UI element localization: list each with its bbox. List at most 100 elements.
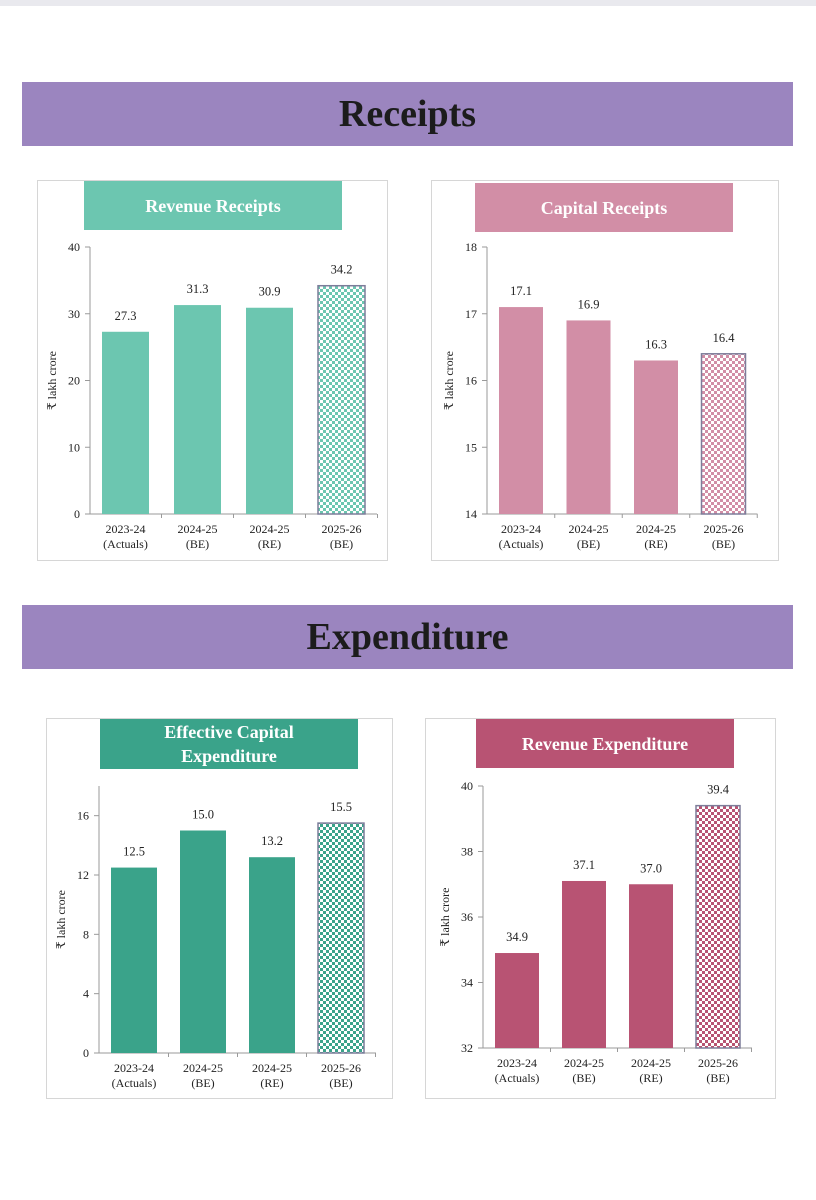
x-category-label: 2025-26 (322, 522, 362, 536)
x-category-label: 2024-25 (252, 1061, 292, 1075)
x-category-label: 2024-25 (178, 522, 218, 536)
x-category-label: 2024-25 (183, 1061, 223, 1075)
expenditure-section-title: Expenditure (306, 616, 509, 658)
bar (495, 953, 539, 1048)
y-tick-label: 15 (465, 440, 477, 454)
bar-value-label: 16.4 (713, 331, 736, 345)
bar-value-label: 13.2 (261, 834, 283, 848)
bar-value-label: 37.1 (573, 858, 595, 872)
y-tick-label: 18 (465, 240, 477, 254)
y-tick-label: 16 (77, 809, 89, 823)
y-tick-label: 14 (465, 507, 477, 521)
y-axis-label: ₹ lakh crore (442, 351, 456, 410)
bar-value-label: 39.4 (707, 783, 730, 797)
y-tick-label: 20 (68, 374, 80, 388)
x-category-sublabel: (RE) (639, 1071, 662, 1085)
bar (629, 884, 673, 1048)
effective-capital-expenditure-chart: 0 4 8 12 16 ₹ lakh crore 12.5 2023-24(Actuals) 1… (54, 786, 376, 1090)
x-category-sublabel: (BE) (186, 537, 209, 551)
y-axis-label: ₹ lakh crore (54, 890, 68, 949)
bar-value-label: 15.5 (330, 800, 352, 814)
x-category-sublabel: (Actuals) (499, 537, 544, 551)
bar (249, 857, 295, 1053)
y-tick-label: 38 (461, 845, 473, 859)
x-category-label: 2023-24 (106, 522, 146, 536)
x-category-sublabel: (RE) (258, 537, 281, 551)
receipts-section-title: Receipts (338, 93, 477, 135)
revenue-expenditure-chart: 32 34 36 38 40 ₹ lakh crore 34.9 2023-24(Actual… (438, 779, 752, 1085)
bar (634, 360, 678, 514)
x-category-label: 2025-26 (698, 1056, 738, 1070)
bar (102, 331, 149, 514)
y-tick-label: 17 (465, 307, 477, 321)
y-tick-label: 36 (461, 910, 473, 924)
x-category-label: 2023-24 (497, 1056, 537, 1070)
bar-value-label: 37.0 (640, 861, 662, 875)
bar (499, 307, 543, 514)
revenue-receipts-chart-title: Revenue Receipts (84, 181, 342, 230)
x-category-label: 2023-24 (501, 522, 541, 536)
x-category-sublabel: (Actuals) (112, 1076, 157, 1090)
x-category-sublabel: (BE) (329, 1076, 352, 1090)
y-tick-label: 32 (461, 1041, 473, 1055)
bar-value-label: 27.3 (115, 309, 137, 323)
bar (180, 830, 226, 1053)
bar-value-label: 34.2 (331, 263, 353, 277)
capital-receipts-chart-title: Capital Receipts (475, 183, 733, 232)
capital-receipts-chart: 14 15 16 17 18 ₹ lakh crore 17.1 2023-24(Actual… (442, 240, 758, 551)
y-tick-label: 40 (68, 240, 80, 254)
x-category-label: 2025-26 (704, 522, 744, 536)
bar (317, 284, 366, 515)
bar-value-label: 34.9 (506, 930, 528, 944)
bar (700, 353, 747, 515)
x-category-sublabel: (BE) (712, 537, 735, 551)
y-tick-label: 40 (461, 779, 473, 793)
y-tick-label: 30 (68, 307, 80, 321)
x-category-sublabel: (BE) (706, 1071, 729, 1085)
bar-value-label: 30.9 (259, 285, 281, 299)
capital-receipts-chart-panel: Capital Receipts 14 15 16 17 18 ₹ lakh crore 1… (431, 180, 779, 561)
x-category-sublabel: (Actuals) (495, 1071, 540, 1085)
y-tick-label: 0 (74, 507, 80, 521)
x-category-sublabel: (Actuals) (103, 537, 148, 551)
x-category-sublabel: (BE) (577, 537, 600, 551)
revenue-receipts-chart: 0 10 20 30 40 ₹ lakh crore 27.3 2023-24(Actuals… (45, 240, 378, 551)
chart-title-text: Capital Receipts (540, 197, 668, 218)
chart-title-line-2: Expenditure (181, 746, 277, 766)
y-tick-label: 12 (77, 868, 89, 882)
revenue-expenditure-chart-title: Revenue Expenditure (476, 719, 734, 768)
bar-value-label: 12.5 (123, 845, 145, 859)
bar (695, 804, 741, 1049)
y-tick-label: 10 (68, 440, 80, 454)
revenue-expenditure-chart-panel: Revenue Expenditure 32 34 36 38 40 ₹ lakh cro… (425, 718, 776, 1099)
bar (174, 305, 221, 514)
bar-value-label: 16.9 (578, 297, 600, 311)
bar (317, 822, 365, 1054)
x-category-sublabel: (RE) (260, 1076, 283, 1090)
y-tick-label: 0 (83, 1046, 89, 1060)
chart-title-line-1: Effective Capital (164, 722, 294, 742)
bar-value-label: 15.0 (192, 808, 214, 822)
bar-value-label: 17.1 (510, 284, 532, 298)
bar-value-label: 31.3 (187, 282, 209, 296)
y-axis-label: ₹ lakh crore (45, 351, 59, 410)
x-category-label: 2024-25 (569, 522, 609, 536)
top-edge-line (0, 0, 816, 6)
bar (246, 307, 293, 514)
y-tick-label: 34 (461, 976, 473, 990)
y-tick-label: 16 (465, 374, 477, 388)
effective-capital-expenditure-chart-title: Effective Capital Expenditure (100, 719, 358, 769)
y-tick-label: 4 (83, 987, 89, 1001)
x-category-label: 2024-25 (250, 522, 290, 536)
y-axis-label: ₹ lakh crore (438, 888, 452, 947)
expenditure-section-banner: Expenditure (22, 605, 793, 669)
x-category-sublabel: (RE) (644, 537, 667, 551)
receipts-section-banner: Receipts (22, 82, 793, 146)
effective-capital-expenditure-chart-panel: Effective Capital Expenditure 0 4 8 12 16 ₹ l… (46, 718, 393, 1099)
x-category-label: 2024-25 (631, 1056, 671, 1070)
x-category-label: 2025-26 (321, 1061, 361, 1075)
chart-title-text: Revenue Receipts (145, 195, 281, 216)
x-category-sublabel: (BE) (330, 537, 353, 551)
y-tick-label: 8 (83, 927, 89, 941)
x-category-label: 2023-24 (114, 1061, 154, 1075)
